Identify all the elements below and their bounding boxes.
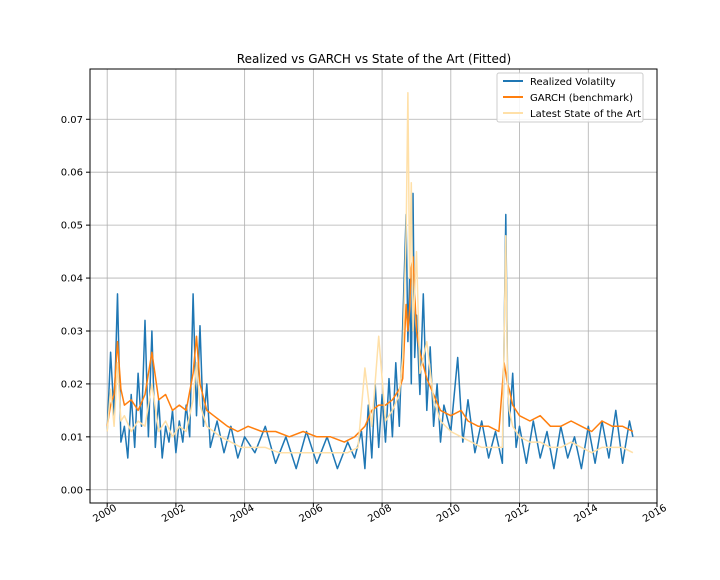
legend-label-realized: Realized Volatilty (530, 77, 616, 88)
y-tick-label: 0.02 (61, 379, 83, 390)
plot-frame (89, 68, 658, 504)
legend-box (496, 72, 644, 123)
legend-label-garch: GARCH (benchmark) (530, 93, 633, 104)
state-of-the-art-line (106, 92, 634, 454)
y-tick-label: 0.04 (61, 274, 83, 285)
y-tick-label: 0.00 (61, 485, 83, 496)
y-tick-label: 0.07 (61, 115, 83, 126)
series-layer (106, 92, 634, 470)
y-tick-label: 0.05 (61, 221, 83, 232)
garch-benchmark-line (106, 256, 634, 443)
legend-label-state-of-the-art: Latest State of the Art (530, 109, 641, 120)
legend: Realized Volatilty GARCH (benchmark) Lat… (496, 72, 644, 123)
y-tick-label: 0.03 (61, 326, 83, 337)
chart-title: Realized vs GARCH vs State of the Art (F… (237, 52, 511, 66)
y-tick-label: 0.06 (61, 168, 83, 179)
y-axis: 0.00 0.01 0.02 0.03 0.04 0.05 0.06 0.07 (61, 115, 90, 496)
realized-volatility-line (106, 192, 634, 470)
y-tick-label: 0.01 (61, 432, 83, 443)
